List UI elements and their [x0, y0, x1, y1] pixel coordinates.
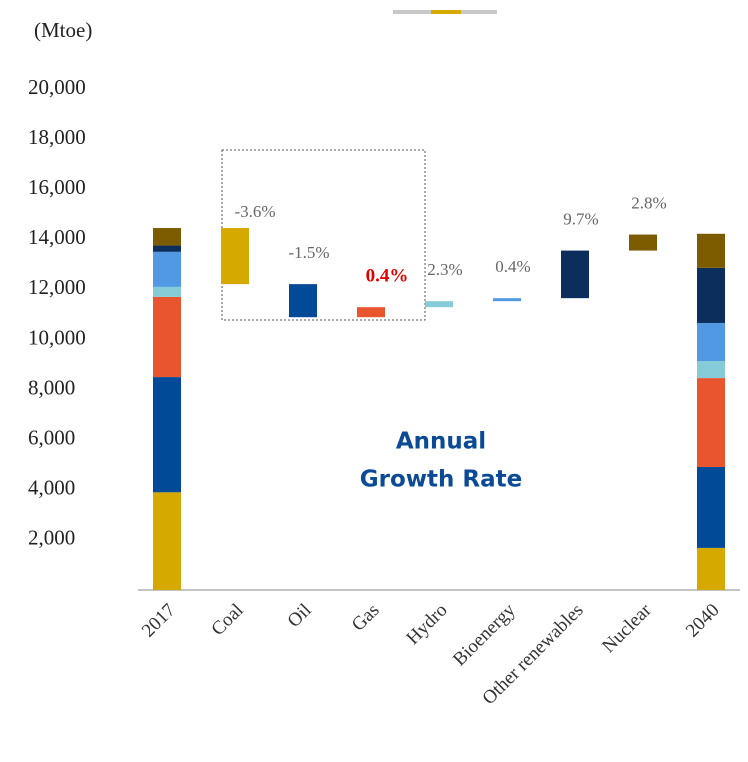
- bar-segment: [697, 378, 725, 468]
- x-tick-label: Nuclear: [598, 599, 656, 657]
- y-tick-label: 10,000: [28, 325, 86, 349]
- bar-segment: [153, 228, 181, 246]
- bar: [561, 250, 589, 299]
- y-tick-label: 12,000: [28, 275, 86, 299]
- growth-rate-label: -3.6%: [234, 202, 275, 221]
- bar-segment: [153, 286, 181, 297]
- bar-segment: [153, 245, 181, 252]
- y-tick-label: 18,000: [28, 125, 86, 149]
- annotation: Growth Rate: [360, 467, 522, 493]
- bar-segment: [153, 377, 181, 493]
- bar-segment: [697, 322, 725, 362]
- bar: [221, 228, 249, 285]
- bar-segment: [153, 296, 181, 378]
- x-tick-label: Coal: [207, 600, 247, 640]
- growth-rate-label: 2.3%: [427, 260, 462, 279]
- bar: [629, 234, 657, 251]
- annotation: Annual: [396, 429, 486, 455]
- bar-segment: [697, 233, 725, 268]
- y-tick-label: 14,000: [28, 225, 86, 249]
- growth-rate-label: -1.5%: [288, 243, 329, 262]
- bar-segment: [153, 492, 181, 590]
- y-tick-label: 2,000: [28, 526, 75, 550]
- y-tick-label: 6,000: [28, 426, 75, 450]
- growth-rate-label: 9.7%: [563, 209, 598, 228]
- y-tick-label: 8,000: [28, 375, 75, 399]
- growth-rate-label: 2.8%: [631, 193, 666, 212]
- x-tick-label: Oil: [284, 600, 316, 632]
- x-tick-label: 2040: [682, 600, 724, 642]
- bar-segment: [697, 267, 725, 323]
- bar: [289, 284, 317, 318]
- x-tick-label: 2017: [138, 600, 180, 642]
- growth-rate-label: 0.4%: [366, 266, 409, 287]
- x-tick-label: Gas: [348, 600, 384, 636]
- y-tick-label: 16,000: [28, 175, 86, 199]
- y-tick-label: 20,000: [28, 75, 86, 99]
- bar: [425, 301, 453, 308]
- y-tick-label: 4,000: [28, 476, 75, 500]
- bar: [357, 307, 385, 318]
- x-tick-label: Bioenergy: [449, 599, 520, 670]
- y-axis-label: (Mtoe): [34, 18, 92, 42]
- bar-segment: [697, 547, 725, 590]
- growth-rate-label: 0.4%: [495, 257, 530, 276]
- x-tick-label: Hydro: [402, 600, 451, 649]
- bar: [493, 298, 521, 302]
- bar-segment: [153, 251, 181, 287]
- highlight-box: [221, 149, 426, 321]
- bar-segment: [697, 467, 725, 548]
- bar-segment: [697, 361, 725, 379]
